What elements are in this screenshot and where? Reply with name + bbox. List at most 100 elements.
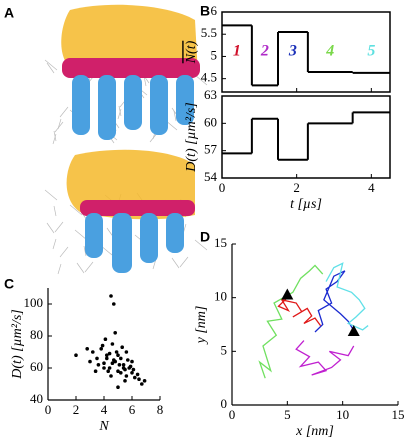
x-axis-label: N (98, 419, 109, 434)
x-tick-label: 10 (336, 407, 349, 422)
trajectory (277, 297, 322, 326)
point (102, 361, 106, 366)
point (130, 371, 134, 375)
point (105, 356, 109, 361)
point (106, 369, 110, 374)
y-axis-label: N(t) (184, 40, 199, 64)
point (105, 353, 109, 358)
lipid (179, 256, 189, 268)
point (93, 369, 98, 374)
lipid (69, 204, 83, 216)
point (99, 347, 103, 351)
lipid (59, 106, 69, 118)
point (121, 366, 126, 370)
lipid (46, 62, 55, 74)
point (112, 302, 116, 306)
trajectory (258, 264, 324, 379)
lipid (171, 257, 180, 269)
point (110, 361, 115, 366)
point (124, 374, 129, 378)
point (95, 356, 99, 361)
point (112, 358, 116, 362)
lipid (194, 239, 208, 251)
point (135, 372, 140, 377)
point (130, 359, 134, 364)
point (123, 379, 127, 383)
x-axis-label: x [nm] (295, 424, 334, 439)
trajectory (295, 340, 355, 376)
y-tick-label: 4.5 (201, 70, 217, 85)
point (109, 374, 113, 378)
y-tick-label: 10 (214, 289, 227, 304)
y-tick-label: 60 (30, 359, 43, 374)
y-tick-label: 5 (221, 342, 228, 357)
lipid (54, 121, 64, 133)
y-tick-label: 63 (204, 87, 217, 102)
x-tick-label: 0 (229, 407, 236, 422)
lipid (44, 59, 58, 71)
y-tick-label: 5 (211, 47, 218, 62)
segment-label: 3 (288, 43, 297, 60)
point (102, 366, 106, 370)
lipid (59, 246, 69, 258)
y-tick-label: 60 (204, 114, 217, 129)
y-tick-label: 6 (211, 3, 218, 18)
lipid (117, 108, 122, 120)
segment-label: 1 (233, 43, 241, 60)
y-tick-label: 57 (204, 142, 218, 157)
y-tick-label: 54 (204, 169, 218, 184)
point (85, 347, 89, 351)
x-tick-label: 2 (73, 402, 80, 417)
point (120, 345, 124, 350)
lipid (173, 110, 177, 122)
x-tick-label: 8 (157, 402, 164, 417)
point (74, 353, 78, 358)
lipid (46, 222, 55, 234)
x-tick-label: 5 (284, 407, 291, 422)
point (109, 294, 113, 298)
point (121, 363, 126, 367)
y-tick-label: 5.5 (201, 25, 217, 40)
point (140, 382, 144, 386)
panel-label: B (200, 3, 210, 19)
point (114, 350, 119, 354)
lipid (57, 263, 62, 275)
plot-frame (221, 95, 391, 179)
point (128, 364, 133, 369)
point (100, 343, 105, 348)
point (113, 331, 117, 335)
point (116, 385, 120, 390)
point (133, 375, 137, 380)
lipid (53, 130, 57, 142)
x-tick-label: 0 (45, 402, 52, 417)
point (119, 356, 123, 361)
y-tick-label: 40 (30, 391, 43, 406)
y-tick-label: 100 (24, 295, 44, 310)
x-tick-label: 0 (219, 180, 226, 195)
point (91, 350, 95, 354)
x-tick-label: 4 (101, 402, 108, 417)
point (88, 359, 92, 364)
point (116, 353, 120, 358)
x-tick-label: 6 (129, 402, 136, 417)
point (124, 350, 129, 354)
point (117, 363, 122, 367)
y-axis-label: D(t) [µm²/s] (10, 309, 25, 379)
lipid (54, 221, 64, 233)
point (96, 363, 101, 367)
pink-band-top (62, 58, 200, 78)
lipid (76, 262, 85, 274)
y-axis-label: D(t) [µm²/s] (184, 102, 199, 172)
y-axis-label: y [nm] (194, 306, 209, 346)
point (119, 371, 123, 375)
segment-label: 5 (367, 43, 375, 60)
point (137, 377, 141, 382)
plot-frame (221, 11, 391, 93)
blue-helices-top (72, 75, 194, 140)
molecule-images (44, 4, 208, 275)
segment-label: 4 (325, 43, 334, 60)
y-tick-label: 15 (214, 235, 227, 250)
point (103, 337, 108, 342)
point (110, 342, 115, 346)
